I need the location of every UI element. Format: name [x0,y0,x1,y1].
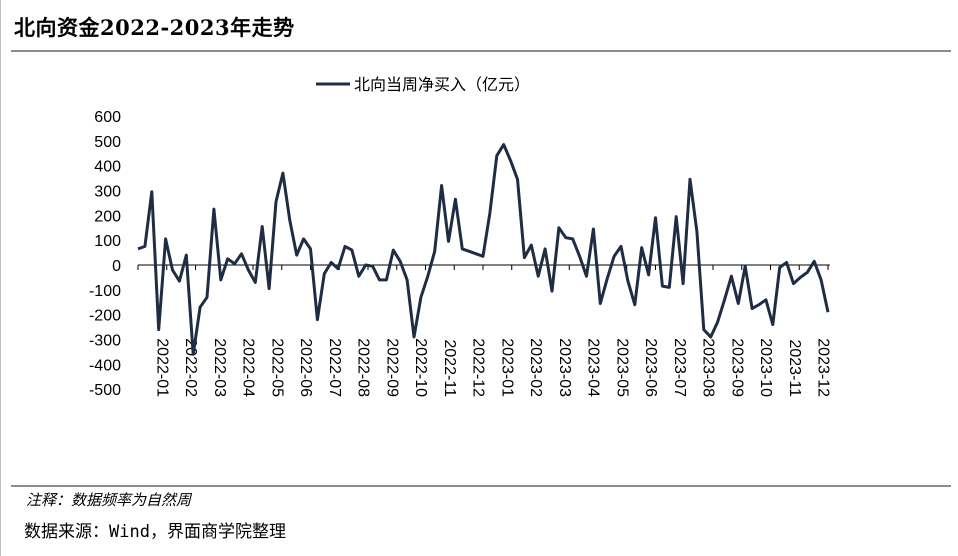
frame-left-border [0,0,1,556]
x-tick-label: 2023-03 [556,338,573,397]
x-tick-label: 2022-07 [326,338,343,397]
y-tick-label: -500 [89,382,121,399]
x-tick-label: 2022-01 [153,338,170,397]
y-tick-label: 400 [94,159,121,176]
x-tick-label: 2023-04 [585,338,602,397]
x-tick-label: 2022-04 [240,338,257,397]
x-tick-label: 2023-12 [815,338,832,397]
x-tick-label: 2022-06 [297,338,314,397]
footnote: 注释：数据频率为自然周 [26,491,192,509]
x-tick-label: 2023-02 [527,338,544,397]
x-tick-label: 2023-05 [613,338,630,397]
x-tick-label: 2023-07 [671,338,688,397]
x-tick-label: 2022-03 [211,338,228,397]
x-tick-label: 2023-01 [498,338,515,397]
x-tick-label: 2022-09 [383,338,400,397]
footer-divider [11,485,951,487]
y-tick-label: 600 [94,109,121,126]
x-tick-label: 2022-12 [470,338,487,397]
source-note: 数据来源：Wind，界面商学院整理 [24,522,286,542]
x-tick-label: 2023-08 [700,338,717,397]
x-tick-label: 2023-11 [786,339,803,397]
series-line-northbound [137,143,830,356]
y-tick-label: 100 [94,233,121,250]
chart-legend: 北向当周净买入（亿元） [316,75,530,94]
x-tick-label: 2023-06 [642,338,659,397]
y-tick-label: -400 [89,357,121,374]
x-tick-label: 2023-09 [728,338,745,397]
y-tick-label: -300 [89,333,121,350]
legend-label: 北向当周净买入（亿元） [354,75,530,94]
y-tick-label: 200 [94,208,121,225]
x-tick-label: 2022-05 [268,338,285,397]
y-tick-label: 0 [112,258,121,275]
title-divider [11,50,951,52]
x-tick-label: 2022-10 [412,338,429,397]
x-tick-label: 2022-02 [182,338,199,397]
y-tick-label: -200 [89,308,121,325]
x-axis: 2022-01 2022-02 2022-03 2022-04 2022-05 2022-… [137,264,832,397]
x-tick-label: 2023-10 [757,338,774,397]
x-tick-label: 2022-11 [441,339,458,397]
page-title: 北向资金2022-2023年走势 [14,15,295,40]
y-tick-label: -100 [89,283,121,300]
x-tick-label: 2022-08 [355,338,372,397]
y-tick-label: 300 [94,184,121,201]
y-axis: 600 500 400 300 200 100 0 -100 -200 -300 -400 -500 [89,109,121,399]
y-tick-label: 500 [94,134,121,151]
